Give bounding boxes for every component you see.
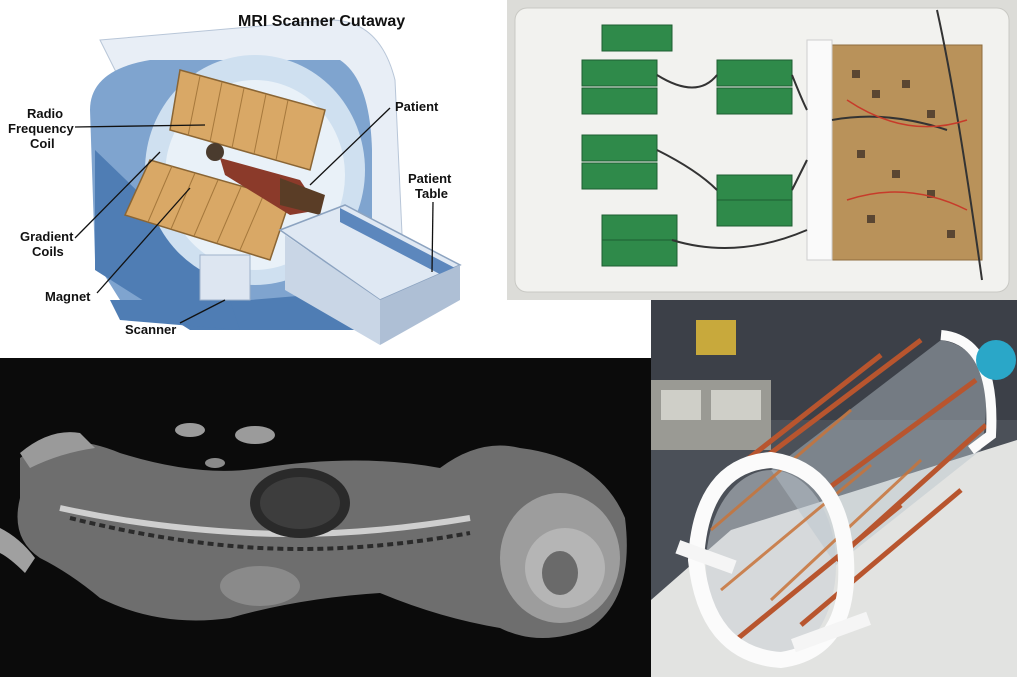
- mri-cutaway-diagram: MRI Scanner Cutaway Radio Frequency Coil…: [0, 0, 507, 358]
- label-rf-line1: Radio: [27, 106, 63, 121]
- label-magnet: Magnet: [45, 289, 91, 304]
- circuit-board-illustration: [507, 0, 1017, 300]
- leader-gradient: [74, 151, 161, 239]
- label-gradient-line1: Gradient: [20, 229, 74, 244]
- rf-coil-shape: [169, 69, 326, 171]
- label-rf-line3: Coil: [30, 136, 55, 151]
- mri-scan-illustration: [0, 358, 651, 677]
- label-patient: Patient: [395, 99, 439, 114]
- diagram-title: MRI Scanner Cutaway: [238, 13, 405, 30]
- leader-rf: [74, 124, 206, 128]
- leader-patient: [309, 107, 391, 186]
- label-scanner: Scanner: [125, 322, 176, 337]
- birdcage-coil-photo: [651, 300, 1017, 677]
- label-table-line1: Patient: [408, 171, 452, 186]
- label-table-line2: Table: [415, 186, 448, 201]
- label-rf-line2: Frequency: [8, 121, 75, 136]
- label-gradient-line2: Coils: [32, 244, 64, 259]
- birdcage-coil-illustration: [651, 300, 1017, 677]
- mri-scan-photo: [0, 358, 651, 677]
- leader-table: [431, 201, 434, 273]
- leader-scanner: [179, 299, 226, 324]
- circuit-board-photo: [507, 0, 1017, 300]
- gradient-coil-shape: [123, 159, 291, 261]
- leader-magnet: [96, 187, 191, 294]
- mri-cutaway-illustration: MRI Scanner Cutaway Radio Frequency Coil…: [8, 13, 462, 345]
